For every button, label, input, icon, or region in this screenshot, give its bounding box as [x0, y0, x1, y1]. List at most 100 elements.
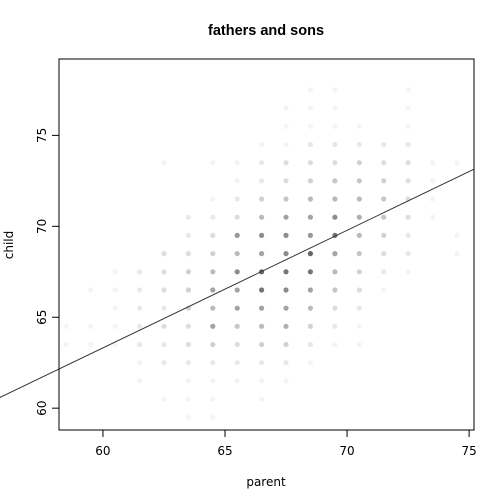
- data-point: [210, 323, 216, 329]
- data-point: [185, 360, 191, 366]
- data-point: [381, 232, 387, 238]
- data-point: [210, 232, 216, 238]
- x-tick-label: 70: [339, 444, 354, 458]
- data-point: [137, 341, 143, 348]
- data-point: [210, 360, 216, 366]
- data-point: [307, 269, 313, 275]
- data-point: [234, 269, 240, 275]
- data-point: [112, 323, 118, 329]
- data-point: [332, 87, 338, 93]
- data-point: [332, 269, 338, 275]
- data-point: [356, 123, 362, 129]
- data-point: [185, 269, 191, 275]
- data-point: [405, 123, 411, 129]
- data-point: [307, 214, 313, 220]
- data-point: [259, 251, 265, 257]
- data-point: [161, 396, 167, 402]
- data-point: [137, 378, 143, 384]
- data-point: [161, 305, 167, 311]
- data-point: [356, 141, 362, 148]
- data-point: [283, 232, 289, 238]
- data-point: [259, 305, 265, 311]
- data-point: [234, 232, 240, 238]
- data-point: [234, 341, 240, 348]
- data-point: [429, 160, 436, 166]
- data-point: [307, 105, 313, 111]
- data-point: [283, 360, 289, 366]
- points-layer: [63, 87, 460, 420]
- data-point: [88, 287, 94, 293]
- data-point: [381, 178, 387, 184]
- data-point: [307, 323, 313, 329]
- data-point: [405, 269, 411, 275]
- data-point: [161, 251, 167, 257]
- data-point: [259, 178, 265, 184]
- data-point: [161, 360, 167, 366]
- data-point: [234, 360, 240, 366]
- data-point: [234, 160, 240, 166]
- data-point: [161, 287, 167, 293]
- data-point: [332, 341, 338, 348]
- data-point: [356, 196, 362, 202]
- data-point: [283, 105, 289, 111]
- data-point: [112, 341, 118, 348]
- data-point: [210, 396, 216, 402]
- data-point: [429, 214, 436, 220]
- x-tick-label: 65: [217, 444, 232, 458]
- data-point: [307, 178, 313, 184]
- data-point: [332, 160, 338, 166]
- data-point: [112, 305, 118, 311]
- data-point: [454, 251, 460, 257]
- data-point: [259, 232, 265, 238]
- data-point: [332, 178, 338, 184]
- data-point: [210, 287, 216, 293]
- data-point: [161, 269, 167, 275]
- x-axis: 60 65 70 75: [95, 429, 477, 458]
- data-point: [283, 323, 289, 329]
- data-point: [283, 196, 289, 202]
- data-point: [185, 341, 191, 348]
- data-point: [332, 123, 338, 129]
- data-point: [307, 341, 313, 348]
- x-axis-label: parent: [246, 475, 286, 489]
- data-point: [381, 214, 387, 220]
- data-point: [332, 141, 338, 148]
- data-point: [283, 287, 289, 293]
- data-point: [137, 305, 143, 311]
- data-point: [283, 269, 289, 275]
- data-point: [137, 287, 143, 293]
- y-tick-label: 75: [35, 128, 49, 143]
- data-point: [307, 360, 313, 366]
- data-point: [63, 323, 69, 329]
- data-point: [259, 141, 265, 148]
- data-point: [259, 160, 265, 166]
- data-point: [137, 323, 143, 329]
- data-point: [381, 196, 387, 202]
- data-point: [356, 305, 362, 311]
- data-point: [381, 141, 387, 148]
- y-tick-label: 70: [35, 219, 49, 234]
- data-point: [332, 323, 338, 329]
- data-point: [283, 378, 289, 384]
- data-point: [332, 251, 338, 257]
- data-point: [405, 87, 411, 93]
- data-point: [283, 305, 289, 311]
- data-point: [356, 269, 362, 275]
- fit-line-layer: [0, 168, 475, 398]
- data-point: [210, 269, 216, 275]
- data-point: [307, 251, 313, 257]
- data-point: [405, 141, 411, 148]
- data-point: [259, 214, 265, 220]
- data-point: [332, 214, 338, 220]
- data-point: [259, 360, 265, 366]
- data-point: [307, 232, 313, 238]
- data-point: [356, 160, 362, 166]
- data-point: [356, 323, 362, 329]
- data-point: [234, 178, 240, 184]
- data-point: [185, 396, 191, 402]
- regression-line: [0, 168, 475, 398]
- data-point: [307, 123, 313, 129]
- data-point: [210, 160, 216, 166]
